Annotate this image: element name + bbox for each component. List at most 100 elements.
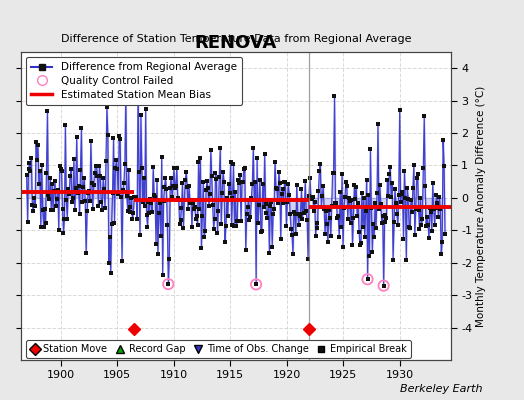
Point: [382, 215, 390, 221]
Point: [113, 166, 122, 172]
Point: [159, 198, 168, 204]
Point: [73, 190, 82, 196]
Point: [112, 157, 121, 163]
Point: [164, 281, 172, 287]
Point: [117, 194, 125, 200]
Point: [65, 191, 73, 197]
Point: [191, 204, 199, 210]
Point: [381, 212, 390, 218]
Point: [271, 158, 279, 165]
Point: [149, 164, 157, 170]
Point: [266, 202, 275, 209]
Point: [333, 215, 342, 222]
Point: [176, 221, 184, 227]
Point: [241, 164, 249, 171]
Point: [362, 208, 370, 214]
Point: [213, 230, 222, 236]
Point: [318, 193, 326, 199]
Point: [350, 181, 358, 188]
Point: [229, 161, 237, 168]
Point: [344, 216, 352, 222]
Point: [283, 199, 291, 206]
Point: [154, 251, 162, 257]
Point: [228, 195, 237, 201]
Point: [284, 180, 292, 187]
Point: [32, 139, 40, 146]
Point: [278, 186, 287, 192]
Point: [265, 250, 274, 256]
Point: [248, 180, 257, 187]
Point: [378, 213, 387, 220]
Point: [392, 210, 401, 217]
Point: [195, 206, 204, 212]
Point: [60, 216, 69, 222]
Point: [114, 191, 123, 198]
Point: [210, 216, 219, 222]
Point: [418, 216, 427, 222]
Point: [35, 181, 43, 187]
Point: [144, 199, 152, 205]
Point: [31, 203, 39, 209]
Point: [61, 122, 70, 129]
Point: [177, 204, 185, 211]
Point: [256, 176, 264, 183]
Point: [136, 232, 144, 238]
Point: [71, 206, 79, 213]
Point: [344, 195, 353, 202]
Point: [244, 196, 253, 203]
Point: [205, 191, 214, 197]
Point: [110, 134, 118, 141]
Point: [161, 174, 170, 181]
Point: [178, 180, 187, 186]
Point: [187, 196, 195, 203]
Point: [164, 281, 172, 287]
Point: [372, 225, 380, 231]
Point: [321, 231, 329, 238]
Point: [244, 204, 252, 211]
Point: [388, 180, 396, 186]
Point: [412, 175, 421, 181]
Point: [133, 215, 141, 222]
Point: [310, 199, 319, 205]
Point: [72, 134, 81, 140]
Point: [179, 225, 188, 231]
Point: [436, 205, 444, 212]
Point: [441, 231, 449, 237]
Point: [323, 221, 331, 227]
Point: [167, 174, 176, 181]
Point: [171, 185, 179, 192]
Point: [242, 247, 250, 253]
Point: [390, 219, 398, 226]
Point: [403, 185, 411, 192]
Point: [440, 163, 448, 169]
Point: [341, 194, 349, 200]
Point: [209, 202, 217, 208]
Point: [40, 206, 49, 212]
Point: [272, 184, 280, 191]
Point: [419, 165, 428, 171]
Point: [269, 211, 277, 218]
Point: [363, 276, 372, 282]
Point: [183, 184, 191, 190]
Point: [148, 208, 156, 215]
Point: [147, 200, 156, 206]
Point: [377, 200, 385, 207]
Point: [212, 176, 221, 183]
Point: [29, 208, 37, 214]
Point: [38, 206, 47, 213]
Point: [124, 166, 133, 173]
Point: [438, 239, 446, 245]
Point: [434, 214, 443, 220]
Point: [68, 198, 76, 205]
Point: [308, 196, 316, 202]
Point: [224, 212, 232, 219]
Point: [279, 200, 288, 206]
Point: [253, 155, 261, 162]
Point: [44, 192, 52, 198]
Point: [275, 168, 283, 175]
Point: [431, 205, 440, 212]
Point: [96, 173, 104, 179]
Point: [420, 113, 429, 119]
Point: [258, 227, 266, 234]
Point: [417, 221, 425, 228]
